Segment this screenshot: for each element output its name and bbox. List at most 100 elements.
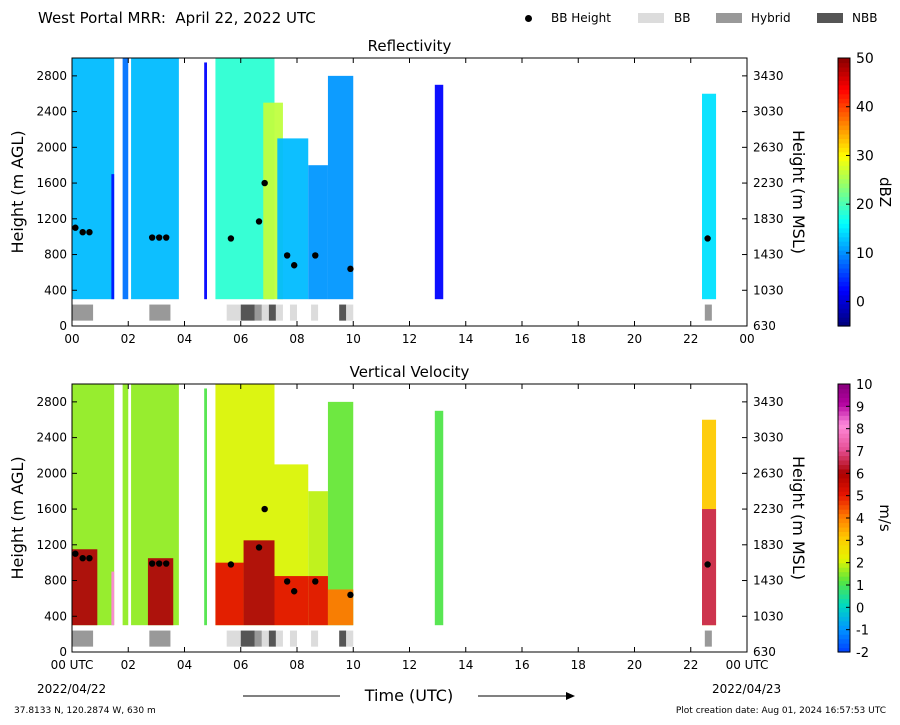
refl-x-tick-label: 20: [627, 332, 642, 346]
vel-colorbar-segment: [838, 585, 850, 591]
refl-bb-height-point: [283, 252, 291, 259]
refl-y2-tick-label: 2230: [753, 176, 784, 190]
vel-bb-height-point: [347, 591, 354, 599]
vel-x-tick-label: 02: [121, 658, 136, 672]
refl-x-tick-label: 02: [121, 332, 136, 346]
vel-colorbar-tick-label: 4: [856, 512, 864, 527]
refl-colorbar-segment: [838, 196, 850, 202]
vel-colorbar-segment: [838, 459, 850, 465]
refl-bb-height-point: [227, 235, 235, 242]
refl-colorbar-segment: [838, 227, 850, 233]
refl-y-tick-label: 800: [44, 248, 67, 262]
vel-x-tick-label: 14: [458, 658, 473, 672]
creation-date-text: Plot creation date: Aug 01, 2024 16:57:5…: [675, 706, 886, 716]
refl-bb-height-point: [704, 235, 711, 242]
legend-bb-height-label: BB Height: [551, 11, 611, 25]
refl-bb-type-segment: [72, 304, 94, 321]
vel-bb-height-point: [312, 578, 319, 585]
refl-colorbar-segment: [838, 254, 850, 260]
vel-colorbar-segment: [838, 593, 850, 599]
vel-colorbar-tick-label: 8: [856, 423, 864, 438]
vel-x-tick-label: 12: [402, 658, 417, 672]
vel-bb-height-point: [86, 555, 93, 562]
vel-colorbar-segment: [838, 544, 850, 550]
refl-colorbar-segment: [838, 250, 850, 256]
refl-bb-height-point: [163, 234, 170, 241]
refl-y2-tick-label: 1830: [753, 212, 784, 226]
refl-echo-region: [327, 75, 354, 300]
refl-colorbar-segment: [838, 321, 850, 327]
vel-colorbar-segment: [838, 576, 850, 582]
refl-y-axis-label: Height (m AGL): [8, 130, 27, 253]
vel-colorbar-segment: [838, 589, 850, 595]
refl-colorbar-segment: [838, 120, 850, 126]
legend-bb-label: BB: [674, 11, 691, 25]
refl-colorbar-segment: [838, 160, 850, 166]
refl-y2-tick-label: 3030: [753, 105, 784, 119]
vel-colorbar-segment: [838, 598, 850, 604]
vel-colorbar-tick-label: 3: [856, 534, 864, 549]
refl-colorbar-segment: [838, 147, 850, 153]
vel-colorbar-segment: [838, 518, 850, 524]
vel-y-tick-label: 1200: [36, 538, 67, 552]
refl-colorbar-tick-label: 30: [856, 148, 874, 164]
refl-colorbar-segment: [838, 75, 850, 81]
refl-x-tick-label: 16: [514, 332, 529, 346]
refl-bb-height-point: [148, 234, 156, 241]
refl-colorbar-segment: [838, 192, 850, 198]
vel-bb-type-segment: [704, 630, 712, 647]
refl-colorbar-segment: [838, 281, 850, 287]
refl-colorbar-segment: [838, 245, 850, 251]
refl-colorbar-segment: [838, 317, 850, 323]
refl-y-tick-label: 1200: [36, 212, 67, 226]
vel-x-tick-label: 04: [177, 658, 192, 672]
vel-colorbar-segment: [838, 424, 850, 430]
refl-colorbar-segment: [838, 66, 850, 72]
vel-colorbar-segment: [838, 473, 850, 479]
refl-echo-region: [308, 165, 328, 300]
refl-bb-type-segment: [261, 304, 269, 321]
refl-bb-type-segment: [240, 304, 255, 321]
vel-x-tick-label: 06: [233, 658, 248, 672]
location-text: 37.8133 N, 120.2874 W, 630 m: [14, 706, 156, 716]
vel-bb-height-point: [261, 505, 268, 513]
refl-colorbar-segment: [838, 312, 850, 318]
refl-colorbar-label: dBZ: [876, 177, 894, 207]
refl-colorbar-segment: [838, 214, 850, 220]
refl-echo-region: [72, 58, 115, 300]
legend-nbb-label: NBB: [852, 11, 878, 25]
refl-echo-region: [111, 174, 115, 300]
vel-bb-height-point: [283, 578, 291, 585]
vel-x-tick-label: 16: [514, 658, 529, 672]
refl-colorbar-segment: [838, 138, 850, 144]
refl-colorbar-segment: [838, 308, 850, 314]
legend-nbb-swatch: [817, 13, 843, 23]
vel-colorbar-tick-label: 0: [856, 601, 864, 616]
vel-rain-region: [111, 571, 115, 626]
refl-colorbar-segment: [838, 62, 850, 68]
vel-colorbar-segment: [838, 509, 850, 515]
vel-colorbar-segment: [838, 410, 850, 416]
vel-y-tick-label: 800: [44, 574, 67, 588]
vel-colorbar-segment: [838, 486, 850, 492]
vel-colorbar-segment: [838, 616, 850, 622]
refl-colorbar-segment: [838, 107, 850, 113]
vel-colorbar-segment: [838, 392, 850, 398]
vel-bb-type-segment: [254, 630, 262, 647]
vel-colorbar-tick-label: 2: [856, 557, 864, 572]
vel-colorbar-tick-label: 5: [856, 490, 864, 505]
vel-colorbar-segment: [838, 433, 850, 439]
vel-colorbar-segment: [838, 567, 850, 573]
refl-bb-type-segment: [289, 304, 297, 321]
refl-colorbar-segment: [838, 218, 850, 224]
refl-colorbar-segment: [838, 200, 850, 206]
vel-x-tick-label: 10: [346, 658, 361, 672]
vel-colorbar-segment: [838, 442, 850, 448]
vel-colorbar-label: m/s: [876, 504, 894, 532]
refl-y2-tick-label: 2630: [753, 140, 784, 154]
vel-colorbar-segment: [838, 607, 850, 613]
refl-colorbar-frame: [837, 57, 851, 327]
refl-colorbar-segment: [838, 294, 850, 300]
refl-y2-axis-label: Height (m MSL): [789, 130, 808, 254]
vel-colorbar-segment: [838, 428, 850, 434]
